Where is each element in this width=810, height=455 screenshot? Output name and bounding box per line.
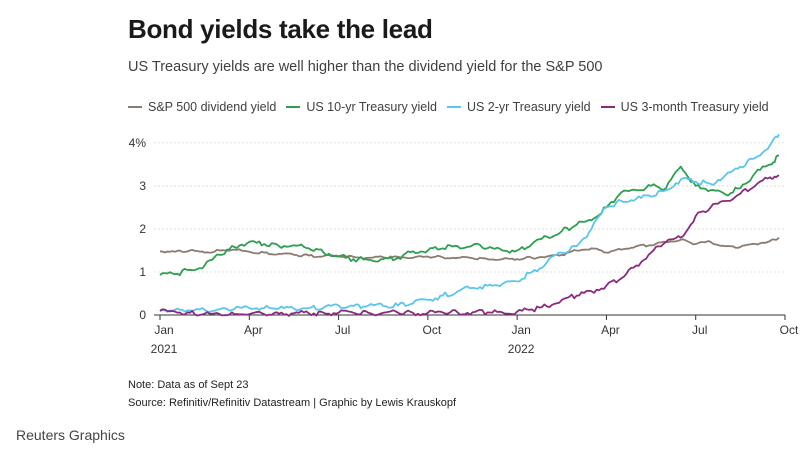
y-tick-label: 2 bbox=[139, 222, 146, 236]
legend-swatch bbox=[286, 106, 301, 108]
chart-title: Bond yields take the lead bbox=[128, 14, 433, 44]
x-tick-label: Apr bbox=[601, 323, 620, 337]
series-line-us-10-yr-treasury-yield bbox=[159, 154, 780, 277]
brand-logo-text: Reuters Graphics bbox=[16, 427, 125, 443]
legend-item: US 3-month Treasury yield bbox=[600, 100, 769, 114]
y-tick-label: 1 bbox=[139, 265, 146, 279]
x-tick-label: Oct bbox=[780, 323, 799, 337]
data-note: Note: Data as of Sept 23 bbox=[128, 379, 249, 391]
source-note: Source: Refinitiv/Refinitiv Datastream |… bbox=[128, 397, 457, 409]
y-tick-label: 4% bbox=[129, 136, 147, 150]
x-tick-label: Jan bbox=[154, 323, 173, 337]
series-line-s-p-500-dividend-yield bbox=[159, 236, 780, 261]
legend-swatch bbox=[600, 106, 615, 108]
y-tick-label: 3 bbox=[139, 179, 146, 193]
legend-item: US 10-yr Treasury yield bbox=[286, 100, 437, 114]
x-tick-year-label: 2022 bbox=[508, 342, 535, 356]
x-tick-year-label: 2021 bbox=[151, 342, 178, 356]
chart-legend: S&P 500 dividend yield US 10-yr Treasury … bbox=[128, 100, 769, 114]
x-tick-label: Oct bbox=[423, 323, 442, 337]
legend-label: US 10-yr Treasury yield bbox=[306, 100, 437, 114]
x-tick-label: Apr bbox=[244, 323, 263, 337]
series-line-us-2-yr-treasury-yield bbox=[159, 133, 780, 313]
y-tick-label: 0 bbox=[139, 308, 146, 322]
legend-item: US 2-yr Treasury yield bbox=[446, 100, 591, 114]
legend-swatch bbox=[446, 106, 461, 108]
legend-label: S&P 500 dividend yield bbox=[148, 100, 277, 114]
series-line-us-3-month-treasury-yield bbox=[159, 174, 780, 317]
x-tick-label: Jan bbox=[511, 323, 530, 337]
legend-label: US 3-month Treasury yield bbox=[620, 100, 769, 114]
x-tick-label: Jul bbox=[692, 323, 707, 337]
legend-label: US 2-yr Treasury yield bbox=[466, 100, 591, 114]
legend-item: S&P 500 dividend yield bbox=[128, 100, 276, 114]
legend-swatch bbox=[128, 106, 142, 108]
x-tick-label: Jul bbox=[335, 323, 350, 337]
chart-subtitle: US Treasury yields are well higher than … bbox=[128, 59, 603, 75]
